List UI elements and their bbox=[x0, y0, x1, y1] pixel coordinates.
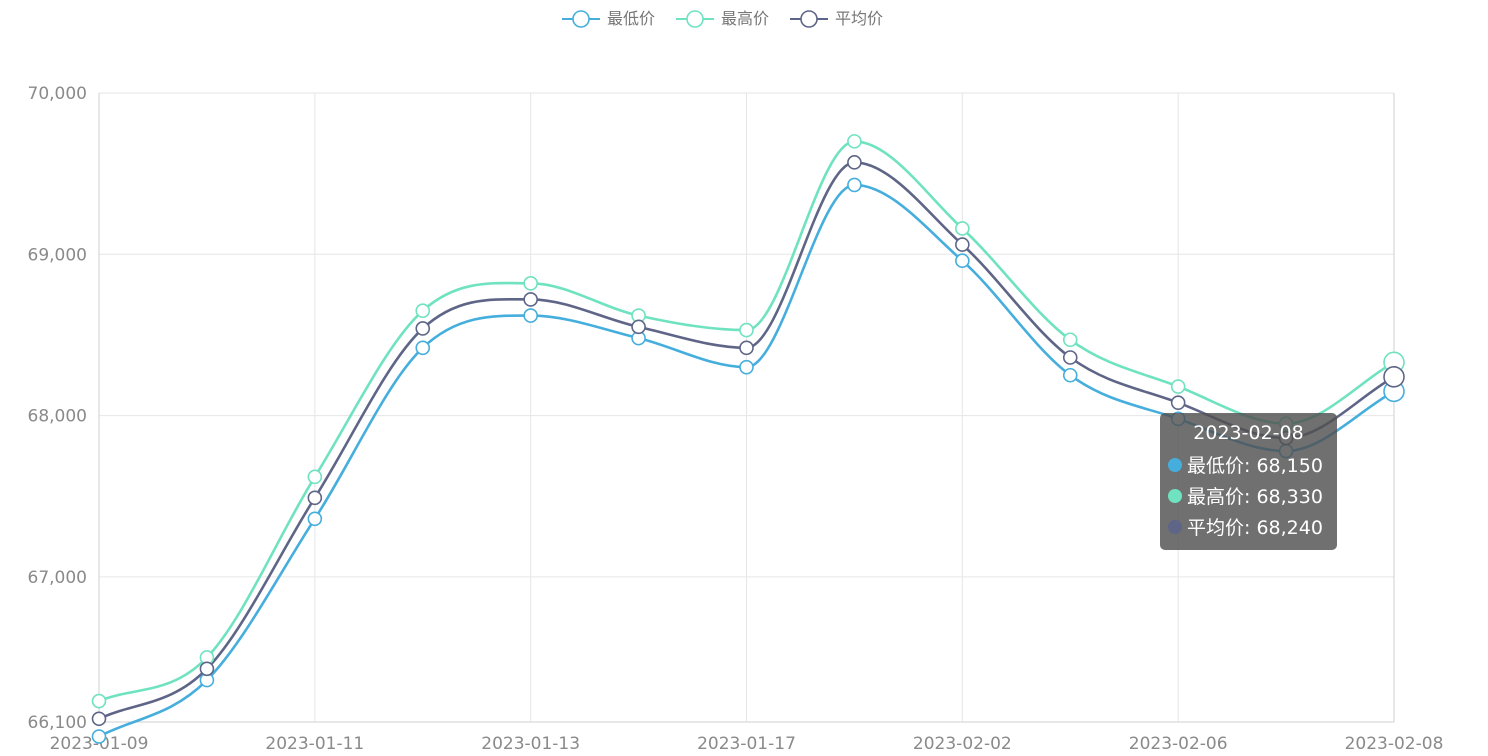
legend-item-2[interactable]: 最高价 bbox=[676, 9, 769, 28]
legend-swatch-icon bbox=[686, 10, 704, 28]
legend-label: 最低价 bbox=[607, 9, 655, 28]
x-tick-label: 2023-02-06 bbox=[1129, 734, 1228, 754]
x-tick-label: 2023-01-09 bbox=[50, 734, 149, 754]
tooltip-text-avg: 平均价: 68,240 bbox=[1187, 517, 1323, 539]
tooltip-dot-low bbox=[1168, 457, 1182, 472]
data-point-s3[interactable] bbox=[91, 711, 107, 727]
grid-lines bbox=[99, 92, 1394, 722]
data-point-s1[interactable] bbox=[739, 359, 754, 375]
x-tick-label: 2023-02-02 bbox=[913, 734, 1012, 754]
legend-label: 平均价 bbox=[835, 9, 883, 28]
tooltip-dot-avg bbox=[1168, 519, 1182, 534]
legend-swatch-icon bbox=[800, 10, 818, 28]
legend-item-1[interactable]: 最低价 bbox=[562, 9, 655, 28]
legend-item-3[interactable]: 平均价 bbox=[790, 9, 883, 28]
legend-swatch-icon bbox=[572, 10, 590, 28]
y-tick-label: 68,000 bbox=[28, 407, 87, 427]
x-tick-label: 2023-01-17 bbox=[697, 734, 796, 754]
data-point-s2[interactable] bbox=[91, 693, 107, 709]
tooltip-row-avg: 平均价: 68,240 bbox=[1168, 511, 1329, 542]
y-tick-label: 67,000 bbox=[28, 568, 87, 588]
data-point-s3[interactable] bbox=[1170, 395, 1186, 410]
data-point-s1[interactable] bbox=[415, 340, 431, 356]
data-point-s2[interactable] bbox=[1062, 332, 1078, 348]
data-point-s3[interactable] bbox=[199, 661, 215, 677]
tooltip-dot-high bbox=[1168, 488, 1182, 503]
data-point-s3[interactable] bbox=[739, 340, 754, 356]
data-point-s1[interactable] bbox=[847, 177, 862, 193]
data-point-s3[interactable] bbox=[1383, 366, 1405, 388]
data-point-s2[interactable] bbox=[307, 469, 323, 485]
data-point-s3[interactable] bbox=[1062, 350, 1078, 365]
x-tick-label: 2023-01-11 bbox=[265, 734, 364, 754]
data-point-s1[interactable] bbox=[91, 729, 107, 744]
legend[interactable]: 最低价 最高价 平均价 bbox=[562, 9, 883, 28]
tooltip-text-high: 最高价: 68,330 bbox=[1187, 486, 1323, 508]
data-point-s3[interactable] bbox=[631, 319, 646, 335]
data-point-s1[interactable] bbox=[307, 511, 323, 527]
data-point-s2[interactable] bbox=[847, 134, 862, 149]
tooltip-row-low: 最低价: 68,150 bbox=[1168, 449, 1329, 480]
data-point-s2[interactable] bbox=[955, 221, 970, 236]
data-point-s1[interactable] bbox=[955, 253, 970, 269]
tooltip-row-high: 最高价: 68,330 bbox=[1168, 480, 1329, 511]
legend-label: 最高价 bbox=[721, 9, 769, 28]
x-tick-label: 2023-01-13 bbox=[481, 734, 580, 754]
data-point-s1[interactable] bbox=[1062, 367, 1078, 383]
data-point-s1[interactable] bbox=[523, 308, 538, 323]
data-point-s3[interactable] bbox=[847, 155, 862, 170]
axes: 66,100 67,000 68,000 69,000 70,000 2023-01-09… bbox=[28, 84, 1444, 754]
data-point-s3[interactable] bbox=[955, 237, 970, 252]
y-tick-label: 66,100 bbox=[28, 713, 87, 733]
data-point-s2[interactable] bbox=[415, 303, 431, 319]
data-point-s2[interactable] bbox=[739, 322, 754, 338]
tooltip: 2023-02-08 最低价: 68,150 最高价: 68,330 平均价: … bbox=[1160, 413, 1337, 550]
data-point-s3[interactable] bbox=[415, 321, 431, 336]
data-point-s2[interactable] bbox=[523, 276, 538, 291]
tooltip-title: 2023-02-08 bbox=[1193, 422, 1304, 444]
y-tick-label: 70,000 bbox=[28, 84, 87, 104]
tooltip-text-low: 最低价: 68,150 bbox=[1187, 455, 1323, 477]
data-point-s3[interactable] bbox=[523, 292, 538, 307]
x-tick-label: 2023-02-08 bbox=[1345, 734, 1444, 754]
data-point-s3[interactable] bbox=[307, 490, 323, 506]
data-point-s2[interactable] bbox=[1170, 379, 1186, 394]
y-tick-label: 69,000 bbox=[28, 245, 87, 265]
